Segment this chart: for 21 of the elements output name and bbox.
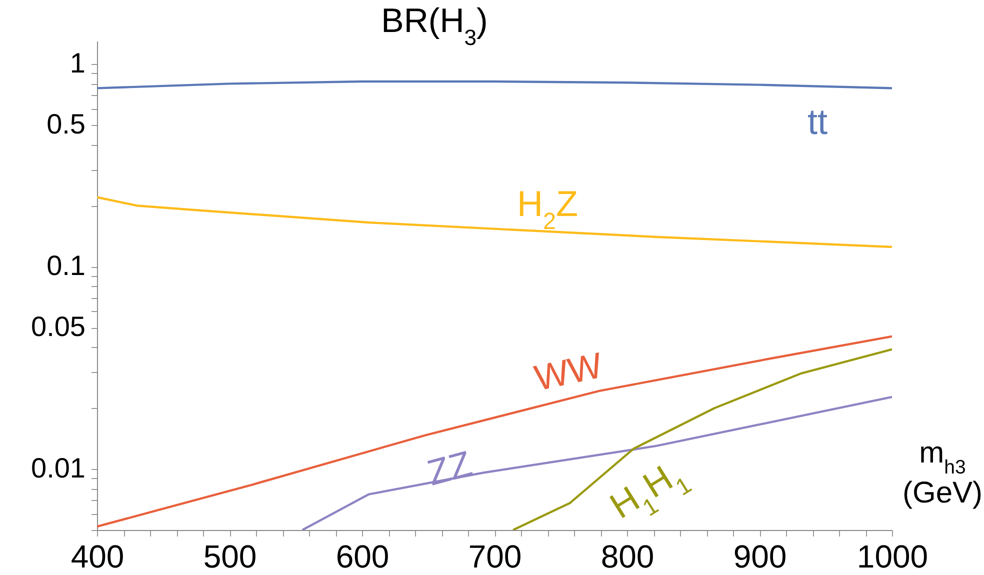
line-series <box>301 396 892 530</box>
x-tick-label: 600 <box>336 538 390 574</box>
y-tick-label: 1 <box>70 48 86 79</box>
y-tick-label: 0.1 <box>46 250 86 282</box>
x-axis-title: m$_{h3}$ (GeV) <box>902 436 983 510</box>
x-tick-label: 700 <box>468 538 522 574</box>
x-tick-label: 900 <box>733 538 787 574</box>
y-tick-label: 0.01 <box>31 452 86 484</box>
y-tick-label: 0.05 <box>31 311 86 342</box>
y-tick-label: 0.5 <box>46 108 86 140</box>
series-label: tt <box>807 100 828 142</box>
line-series <box>97 335 892 528</box>
x-tick-label: 1000 <box>856 538 928 574</box>
chart-title: BR(H$_{3}$) <box>381 2 488 50</box>
line-series <box>512 348 892 530</box>
x-tick-label: 400 <box>70 538 124 574</box>
x-tick-label: 500 <box>203 538 257 574</box>
line-series <box>97 80 892 90</box>
series-label: H$_{2}$Z <box>516 182 578 234</box>
text: WW <box>530 344 606 399</box>
x-tick-label: 800 <box>600 538 654 574</box>
